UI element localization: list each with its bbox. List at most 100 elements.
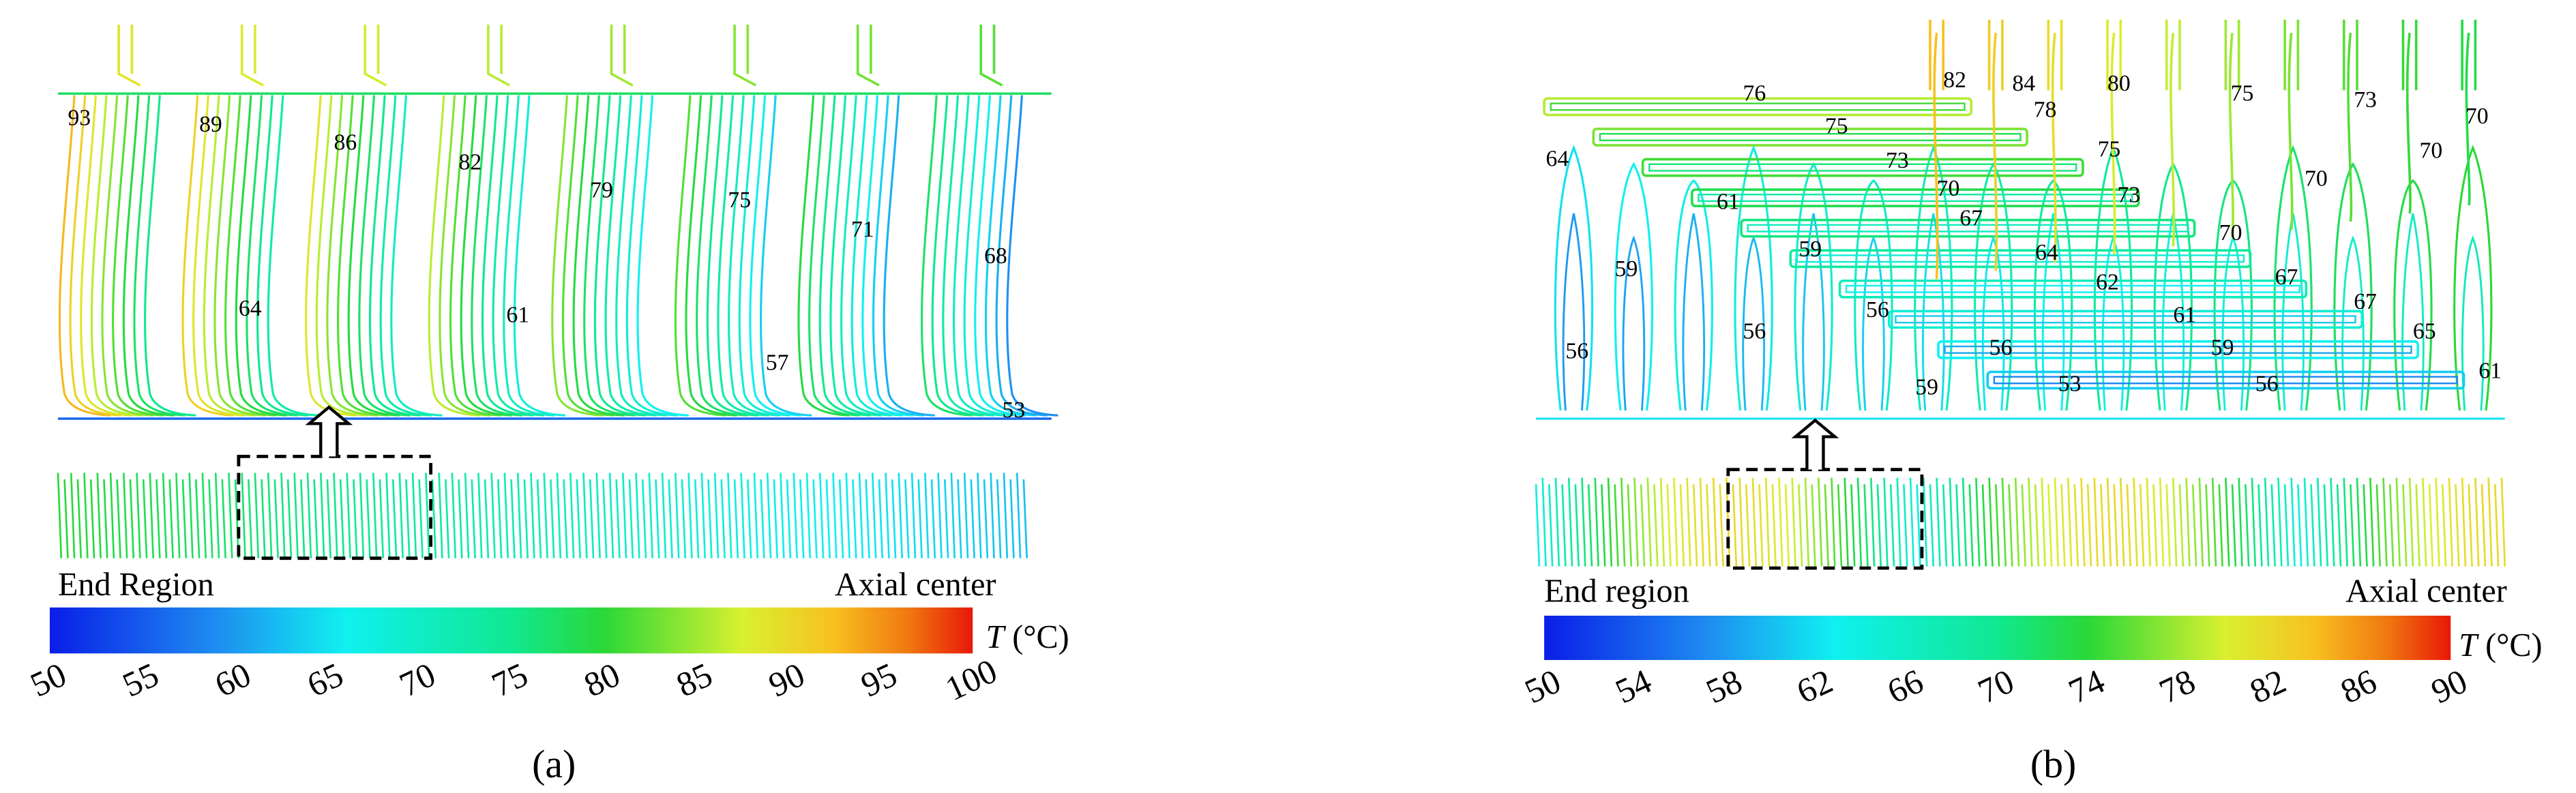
contour-label: 79 <box>590 177 613 203</box>
contour-label: 80 <box>2107 71 2131 96</box>
strip-line <box>188 473 194 558</box>
strip-line <box>2159 477 2165 567</box>
contour-line <box>808 95 861 417</box>
strip-line <box>661 473 667 558</box>
strip-line <box>2330 477 2335 567</box>
strip-line <box>2422 477 2427 567</box>
bar-contour <box>1698 194 2133 203</box>
strip-line <box>563 479 568 558</box>
strip-line <box>503 473 509 558</box>
strip-line <box>805 473 812 558</box>
contour-line <box>995 95 1048 417</box>
stem <box>1987 19 2004 271</box>
stem <box>2047 19 2063 263</box>
strip-line <box>838 479 844 558</box>
contour-line <box>696 95 748 417</box>
contour-label: 75 <box>2231 80 2254 106</box>
contour-label: 73 <box>1886 148 1909 173</box>
bar-contour <box>1838 279 2308 299</box>
contour-label: 61 <box>506 302 529 327</box>
strip-line <box>2343 477 2348 567</box>
strip-line <box>254 473 260 558</box>
strip-line <box>366 479 371 558</box>
strip-line <box>1916 484 1921 567</box>
strip-line <box>1850 484 1856 567</box>
strip-line <box>1936 477 1941 567</box>
contour-line <box>551 95 604 417</box>
stem <box>487 25 511 87</box>
contour-line <box>685 95 737 417</box>
strip-line <box>2119 477 2125 567</box>
strip-line <box>1692 484 1698 567</box>
strip-line <box>818 473 825 558</box>
strip-line <box>2382 477 2388 567</box>
contour-label: 89 <box>199 112 222 137</box>
strip-line <box>2435 477 2440 567</box>
strip-line <box>1620 477 1626 567</box>
contour-line <box>336 95 389 417</box>
contour-line <box>203 95 256 417</box>
strip-line <box>2165 484 2171 567</box>
bar-contour <box>1845 284 2300 293</box>
strip-line <box>2211 477 2217 567</box>
contour-line <box>80 95 132 417</box>
colorbar-tick-label: 50 <box>25 655 72 704</box>
tooth-contour <box>1922 213 1945 411</box>
strip-line <box>2290 477 2296 567</box>
stem <box>2342 19 2358 222</box>
colorbar-tick-label: 90 <box>2425 661 2472 710</box>
strip-line <box>2231 484 2237 567</box>
strip-line <box>2316 477 2322 567</box>
contour-line <box>604 95 657 417</box>
strip-line <box>162 473 168 558</box>
strip-line <box>621 473 627 558</box>
strip-line <box>286 479 293 558</box>
strip-line <box>2086 484 2092 567</box>
stem <box>364 25 387 87</box>
strip-line <box>142 479 148 558</box>
strip-line <box>267 473 273 558</box>
strip-line <box>2257 484 2263 567</box>
contour-label: 68 <box>984 243 1007 269</box>
strip-line <box>1567 477 1573 567</box>
strip-line <box>516 473 522 558</box>
strip-line <box>675 473 680 558</box>
contour-line <box>368 95 421 417</box>
strip-line <box>273 479 279 558</box>
strip-line <box>1988 477 1994 567</box>
strip-line <box>1903 484 1908 567</box>
strip-line <box>1817 477 1823 567</box>
strip-line <box>497 479 503 558</box>
colorbar-tick-label: 60 <box>209 655 256 704</box>
contour-line <box>963 95 1016 417</box>
contour-line <box>974 95 1026 417</box>
contour-label: 84 <box>2012 71 2035 96</box>
contour-line <box>256 95 309 417</box>
strip-line <box>733 479 739 558</box>
strip-line <box>89 479 95 558</box>
strip-line <box>957 479 962 558</box>
contour-line <box>460 95 512 417</box>
strip-line <box>1968 484 1974 567</box>
strip-line <box>898 473 903 558</box>
strip-line <box>713 473 720 558</box>
contour-line <box>492 95 544 417</box>
strip-line <box>1640 484 1646 567</box>
left-label: End Region <box>58 567 214 603</box>
strip-line <box>2014 477 2020 567</box>
strip-line <box>438 473 443 558</box>
strip-line <box>2474 477 2480 567</box>
strip-line <box>648 473 653 558</box>
contour-label: 59 <box>1798 237 1822 262</box>
strip-line <box>2100 484 2105 567</box>
strip-line <box>194 479 201 558</box>
right-label: Axial center <box>2345 573 2507 610</box>
strip-line <box>2356 477 2362 567</box>
strip-line <box>1909 477 1915 567</box>
strip-line <box>1791 477 1796 567</box>
colorbar-tick-label: 85 <box>670 655 717 704</box>
contour-label: 78 <box>2034 97 2057 122</box>
strip-line <box>550 479 555 558</box>
